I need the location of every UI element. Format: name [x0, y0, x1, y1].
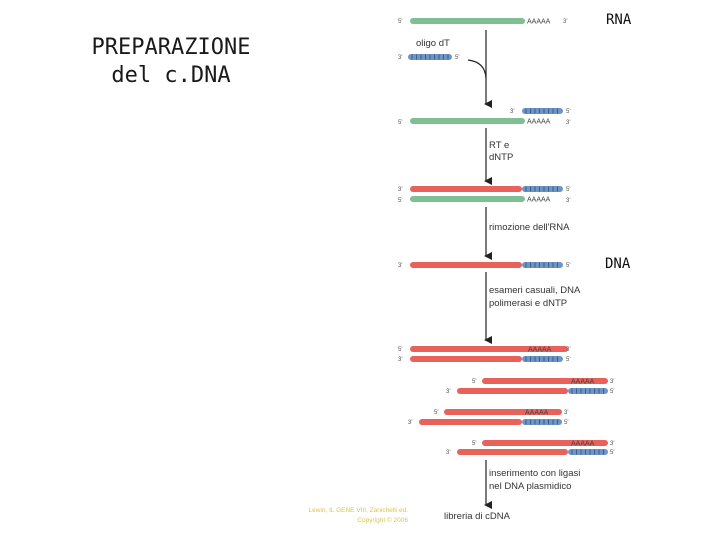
- title-line-2: del c.DNA: [111, 63, 231, 88]
- poly-a-tail: AAAAA: [527, 197, 551, 204]
- three-prime-label: 3': [563, 19, 567, 25]
- oligo-dt-primer: [522, 186, 563, 192]
- five-prime-label: 5': [610, 450, 614, 456]
- hexamers-label-line-1: esameri casuali, DNA: [489, 285, 581, 296]
- clone-1-bottom: [457, 388, 568, 394]
- three-prime-label: 3': [610, 441, 614, 447]
- three-prime-label: 3': [446, 389, 450, 395]
- three-prime-label: 3': [610, 379, 614, 385]
- copyright-credit: Lewin, IL GENE VIII, Zanichelli ed. Copy…: [268, 506, 408, 526]
- three-prime-label: 3': [510, 109, 514, 115]
- first-strand-cdna: [410, 356, 522, 362]
- hexamers-label-line-2: polimerasi e dNTP: [489, 298, 567, 309]
- poly-a-tail: AAAAA: [527, 119, 551, 126]
- oligo-dt-primer: [522, 262, 563, 268]
- three-prime-label: 3': [566, 120, 570, 126]
- clone-3-oligo: [568, 449, 608, 455]
- poly-a-tail: AAAAA: [528, 347, 552, 354]
- ligase-label-line-1: inserimento con ligasi: [489, 468, 580, 479]
- oligo-join-arrow: [467, 59, 487, 79]
- five-prime-label: 5': [564, 420, 568, 426]
- dna-label: DNA: [605, 256, 631, 272]
- credit-line-2: Copyright © 2006: [357, 517, 408, 524]
- mrna-strand: [410, 18, 525, 24]
- five-prime-label: 5': [472, 379, 476, 385]
- five-prime-label: 5': [398, 198, 402, 204]
- clone-1-oligo: [568, 388, 608, 394]
- clone-2-bottom: [419, 419, 522, 425]
- second-strand-cdna: [410, 346, 568, 352]
- three-prime-label: 3': [398, 263, 402, 269]
- five-prime-label: 5': [434, 410, 438, 416]
- rna-removal-label: rimozione dell'RNA: [489, 222, 570, 233]
- clone-2-oligo: [522, 419, 562, 425]
- rna-label: RNA: [606, 12, 632, 28]
- three-prime-label: 3': [398, 55, 402, 61]
- poly-a-tail: AAAAA: [525, 410, 549, 417]
- five-prime-label: 5': [566, 109, 570, 115]
- clone-3-top: [482, 440, 608, 446]
- clone-3-bottom: [457, 449, 568, 455]
- oligo-dt-label: oligo dT: [416, 38, 450, 49]
- five-prime-label: 5': [566, 357, 570, 363]
- five-prime-label: 5': [566, 187, 570, 193]
- five-prime-label: 5': [610, 389, 614, 395]
- five-prime-label: 5': [455, 55, 459, 61]
- three-prime-label: 3': [564, 410, 568, 416]
- poly-a-tail: AAAAA: [571, 441, 595, 448]
- mrna-strand: [410, 196, 525, 202]
- rt-label-line-2: dNTP: [489, 152, 513, 163]
- three-prime-label: 3': [566, 198, 570, 204]
- first-strand-cdna: [410, 262, 522, 268]
- five-prime-label: 5': [398, 19, 402, 25]
- clone-2-top: [444, 409, 562, 415]
- three-prime-label: 3': [446, 450, 450, 456]
- five-prime-label: 5': [398, 120, 402, 126]
- annealed-oligo-dt: [522, 108, 563, 114]
- five-prime-label: 5': [566, 263, 570, 269]
- five-prime-label: 5': [472, 441, 476, 447]
- mrna-strand: [410, 118, 525, 124]
- title-line-1: PREPARAZIONE: [91, 35, 251, 60]
- poly-a-tail: AAAAA: [571, 379, 595, 386]
- first-strand-cdna: [410, 186, 522, 192]
- three-prime-label: 3': [398, 187, 402, 193]
- clone-1-top: [482, 378, 608, 384]
- cdna-library-label: libreria di cDNA: [444, 511, 511, 522]
- five-prime-label: 5': [398, 347, 402, 353]
- three-prime-label: 3': [398, 357, 402, 363]
- page-title: PREPARAZIONE del c.DNA: [66, 34, 276, 90]
- three-prime-label: 3': [408, 420, 412, 426]
- poly-a-tail: AAAAA: [527, 19, 551, 26]
- credit-line-1: Lewin, IL GENE VIII, Zanichelli ed.: [308, 507, 408, 514]
- three-prime-label: 3': [566, 347, 570, 353]
- process-arrows: [467, 30, 492, 509]
- rt-label-line-1: RT e: [489, 140, 509, 151]
- oligo-dt-primer: [522, 356, 563, 362]
- ligase-label-line-2: nel DNA plasmidico: [489, 481, 571, 492]
